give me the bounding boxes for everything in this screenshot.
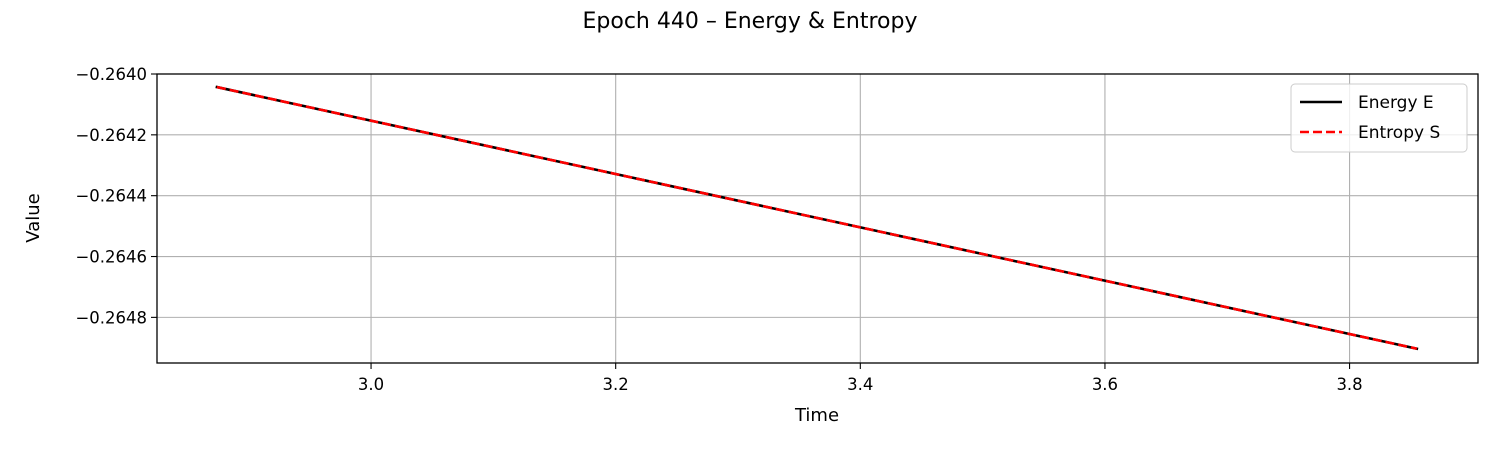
- x-tick-label: 3.8: [1336, 375, 1362, 394]
- legend: Energy E Entropy S: [1290, 83, 1468, 153]
- chart-title: Epoch 440 – Energy & Entropy: [583, 9, 918, 34]
- y-tick-label: −0.2642: [75, 126, 147, 145]
- x-tick-label: 3.2: [603, 375, 629, 394]
- x-tick-label: 3.4: [847, 375, 873, 394]
- series-layer: [215, 85, 1419, 351]
- y-tick-label: −0.2644: [75, 187, 147, 206]
- legend-label-energy: Energy E: [1358, 93, 1434, 113]
- y-tick-label: −0.2640: [75, 65, 147, 84]
- x-tick-label: 3.6: [1092, 375, 1118, 394]
- legend-label-entropy: Entropy S: [1358, 123, 1440, 143]
- x-tick-label: 3.0: [358, 375, 384, 394]
- x-axis-label: Time: [794, 405, 839, 426]
- y-axis-ticks: −0.2640 −0.2642 −0.2644 −0.2646 −0.2648: [75, 65, 157, 327]
- y-tick-label: −0.2646: [75, 248, 147, 267]
- series-line-entropy: [216, 85, 1418, 350]
- y-axis-label: Value: [23, 193, 44, 242]
- plot-frame: [156, 73, 1479, 364]
- x-axis-ticks: 3.0 3.2 3.4 3.6 3.8: [358, 363, 1363, 394]
- y-tick-label: −0.2648: [75, 308, 147, 327]
